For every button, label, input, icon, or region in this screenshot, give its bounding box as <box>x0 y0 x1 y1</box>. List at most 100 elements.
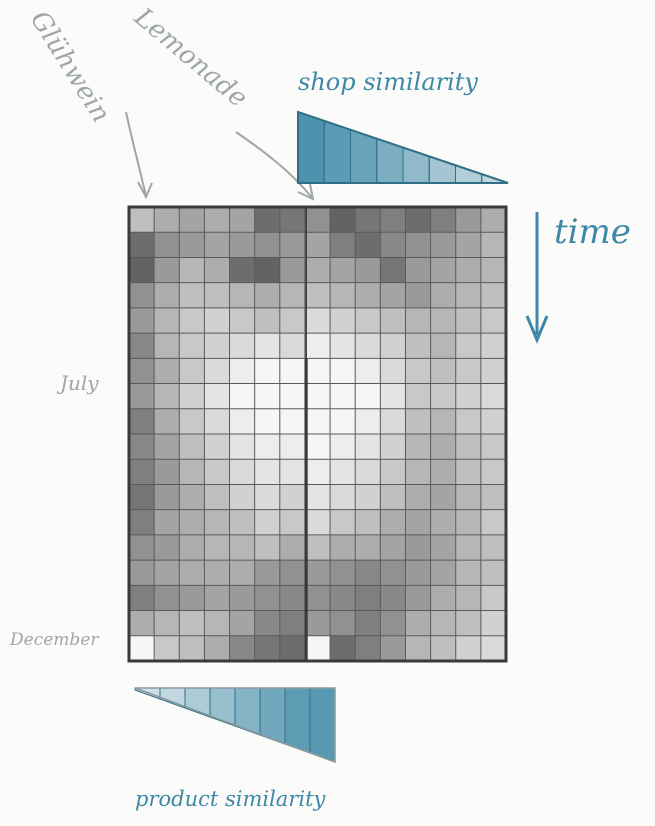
heatmap-cell <box>255 232 280 257</box>
heatmap-cell <box>255 636 280 661</box>
heatmap-cell <box>305 308 330 333</box>
heatmap-cell <box>204 384 229 409</box>
heatmap-cell <box>380 207 405 232</box>
heatmap-cell <box>330 207 355 232</box>
heatmap-cell <box>305 611 330 636</box>
heatmap-cell <box>330 459 355 484</box>
heatmap-cell <box>305 434 330 459</box>
heatmap-cell <box>154 283 179 308</box>
heatmap-cell <box>481 484 506 509</box>
heatmap-cell <box>204 232 229 257</box>
heatmap-cell <box>380 409 405 434</box>
heatmap-cell <box>255 510 280 535</box>
heatmap-cell <box>129 434 154 459</box>
heatmap-cell <box>456 434 481 459</box>
heatmap-cell <box>481 384 506 409</box>
heatmap-cell <box>380 611 405 636</box>
heatmap-cell <box>280 409 305 434</box>
heatmap-cell <box>154 510 179 535</box>
heatmap-cell <box>305 384 330 409</box>
heatmap-cell <box>431 358 456 383</box>
heatmap-cell <box>154 257 179 282</box>
heatmap-cell <box>330 409 355 434</box>
heatmap-cell <box>129 636 154 661</box>
product-similarity-label: product similarity <box>135 787 327 811</box>
heatmap-cell <box>179 232 204 257</box>
heatmap-cell <box>154 409 179 434</box>
heatmap-cell <box>431 409 456 434</box>
heatmap-cell <box>330 585 355 610</box>
time-arrow <box>527 212 547 340</box>
heatmap-cell <box>230 232 255 257</box>
heatmap-cell <box>204 257 229 282</box>
december-label: December <box>9 630 99 650</box>
heatmap-cell <box>154 333 179 358</box>
heatmap-cell <box>405 333 430 358</box>
heatmap-cell <box>255 560 280 585</box>
heatmap-cell <box>305 283 330 308</box>
product-wedge-band <box>285 688 310 753</box>
heatmap-cell <box>179 358 204 383</box>
heatmap-cell <box>405 510 430 535</box>
heatmap-cell <box>456 636 481 661</box>
heatmap-cell <box>255 409 280 434</box>
heatmap-cell <box>481 308 506 333</box>
heatmap-cell <box>355 283 380 308</box>
heatmap-cell <box>305 636 330 661</box>
heatmap-cell <box>431 283 456 308</box>
shop-wedge-band <box>298 112 324 183</box>
heatmap-cell <box>405 434 430 459</box>
heatmap-cell <box>179 459 204 484</box>
heatmap-cell <box>380 358 405 383</box>
heatmap-cell <box>255 333 280 358</box>
heatmap-cell <box>230 585 255 610</box>
time-label: time <box>554 212 631 252</box>
heatmap-cell <box>456 283 481 308</box>
heatmap-cell <box>280 585 305 610</box>
shop-similarity-label: shop similarity <box>298 68 478 96</box>
heatmap-cell <box>330 535 355 560</box>
heatmap-cell <box>481 232 506 257</box>
heatmap-cell <box>330 358 355 383</box>
heatmap-cell <box>380 510 405 535</box>
heatmap-cell <box>380 484 405 509</box>
product-wedge-band <box>235 688 260 735</box>
heatmap-cell <box>330 308 355 333</box>
heatmap-cell <box>330 333 355 358</box>
heatmap-cell <box>405 257 430 282</box>
gluhwein-arrow <box>126 112 152 197</box>
heatmap-cell <box>355 510 380 535</box>
heatmap-cell <box>129 358 154 383</box>
shop-wedge-band <box>324 121 350 183</box>
heatmap-cell <box>154 384 179 409</box>
heatmap-cell <box>154 308 179 333</box>
heatmap-cell <box>405 283 430 308</box>
july-label: July <box>56 371 99 395</box>
heatmap-cell <box>230 636 255 661</box>
heatmap-cell <box>380 333 405 358</box>
heatmap-cell <box>179 283 204 308</box>
heatmap-cell <box>280 434 305 459</box>
heatmap-cell <box>355 384 380 409</box>
heatmap-cell <box>456 611 481 636</box>
heatmap-cell <box>355 585 380 610</box>
heatmap-cell <box>380 434 405 459</box>
heatmap-cell <box>405 409 430 434</box>
heatmap-cell <box>405 611 430 636</box>
heatmap-cell <box>305 459 330 484</box>
heatmap-cell <box>380 585 405 610</box>
heatmap-cell <box>355 560 380 585</box>
heatmap-cell <box>154 207 179 232</box>
heatmap-cell <box>380 535 405 560</box>
heatmap-cell <box>255 257 280 282</box>
heatmap-cell <box>355 459 380 484</box>
heatmap-cell <box>380 283 405 308</box>
heatmap-cell <box>204 510 229 535</box>
heatmap-cell <box>255 611 280 636</box>
heatmap-cell <box>431 333 456 358</box>
heatmap-cell <box>431 459 456 484</box>
heatmap-cell <box>355 257 380 282</box>
heatmap-cell <box>405 358 430 383</box>
heatmap-cell <box>481 333 506 358</box>
gluhwein-label: Glühwein <box>24 6 116 128</box>
